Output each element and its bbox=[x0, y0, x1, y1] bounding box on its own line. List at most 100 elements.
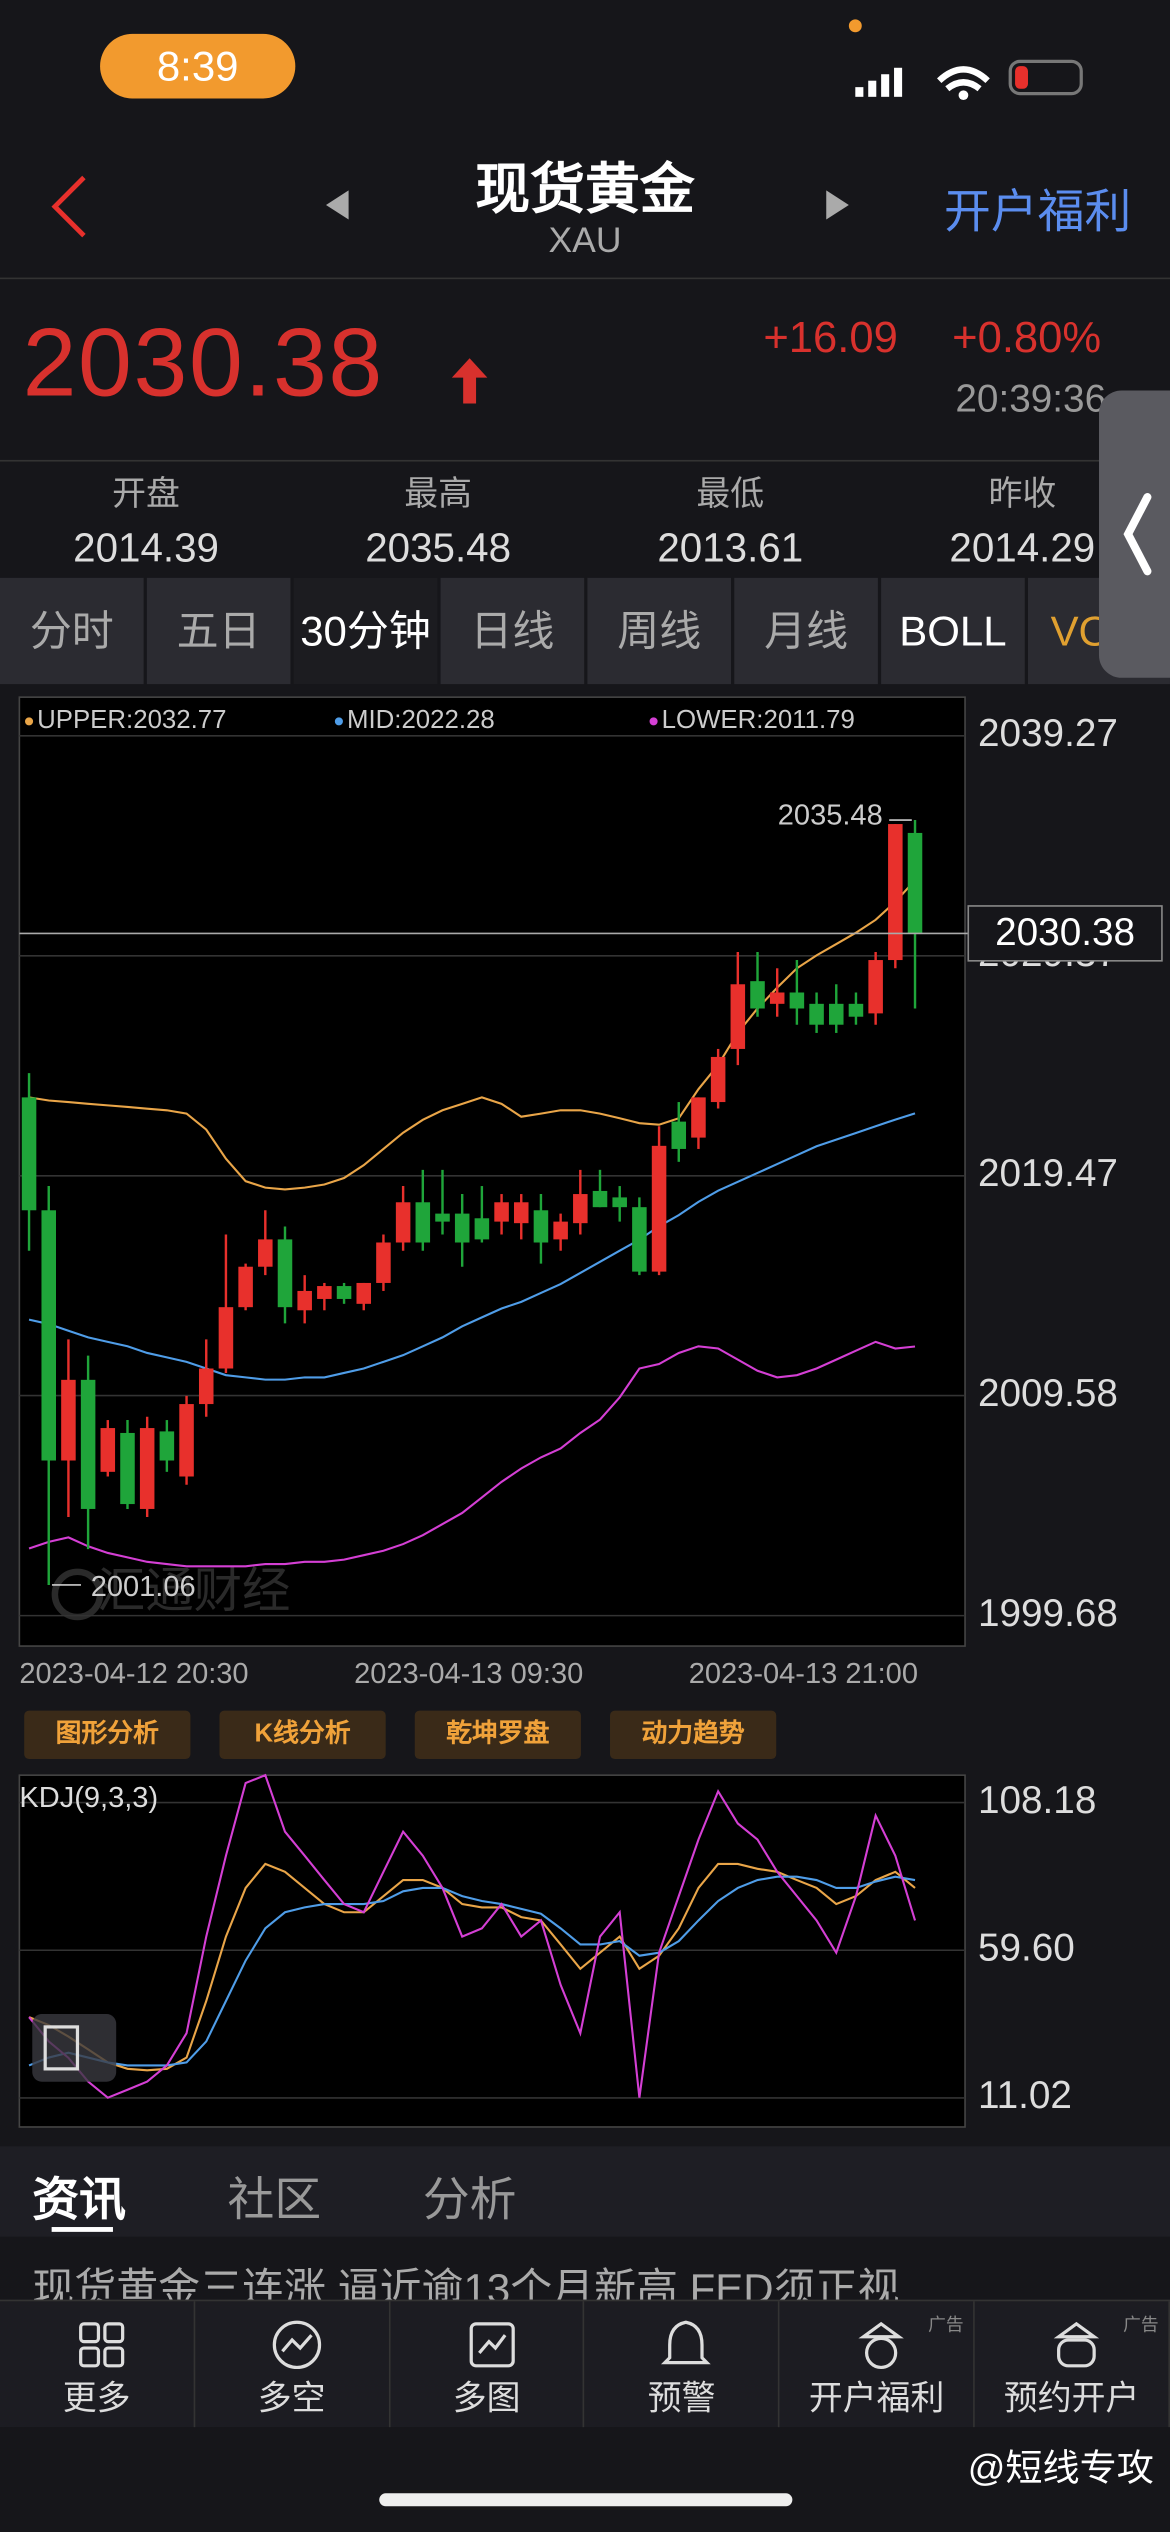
tool-button[interactable]: 动力趋势 bbox=[610, 1710, 777, 1760]
period-tab[interactable]: 日线 bbox=[440, 577, 585, 685]
stat-label: 昨收 bbox=[988, 476, 1057, 514]
stat: 最低 2013.61 bbox=[584, 468, 876, 573]
candle-body bbox=[80, 1379, 96, 1509]
candle-body bbox=[317, 1286, 332, 1299]
candle-body bbox=[21, 1097, 37, 1211]
legend-dot bbox=[25, 717, 34, 726]
nav-item[interactable]: 多空 bbox=[195, 2301, 390, 2428]
candle-body bbox=[61, 1379, 76, 1461]
candle-body bbox=[376, 1242, 391, 1283]
stat-label: 最低 bbox=[696, 476, 765, 514]
tool-button[interactable]: K线分析 bbox=[219, 1710, 386, 1760]
candle-body bbox=[730, 984, 746, 1049]
header-action[interactable]: 开户福利 bbox=[944, 187, 1132, 239]
section-tab[interactable]: 资讯 bbox=[32, 2175, 126, 2228]
candle-body bbox=[395, 1202, 411, 1243]
battery-level bbox=[1015, 66, 1028, 89]
section-tabs: 资讯 社区 分析 bbox=[0, 2146, 1170, 2237]
candle-body bbox=[100, 1428, 116, 1472]
candle-body bbox=[435, 1213, 450, 1222]
y-tick-label: 1999.68 bbox=[978, 1592, 1118, 1635]
candle-body bbox=[750, 981, 765, 1009]
y-tick-label: 2009.58 bbox=[978, 1372, 1118, 1415]
boll-line bbox=[28, 879, 916, 1191]
nav-item[interactable]: 开户福利 广告 bbox=[780, 2301, 975, 2428]
min-label: 2001.06 bbox=[91, 1571, 196, 1603]
prev-button[interactable] bbox=[320, 187, 356, 223]
wifi bbox=[937, 66, 990, 92]
candle-body bbox=[789, 992, 805, 1009]
x-tick-label: 2023-04-13 21:00 bbox=[689, 1658, 918, 1690]
legend-label: MID:2022.28 bbox=[347, 706, 495, 734]
period-tab[interactable]: BOLL bbox=[881, 577, 1025, 685]
nav-item[interactable]: 预警 bbox=[585, 2301, 780, 2428]
legend-dot bbox=[334, 717, 343, 726]
nav-icon bbox=[79, 2322, 125, 2368]
y-tick-label: 11.02 bbox=[978, 2074, 1072, 2117]
nav-item[interactable]: 多图 bbox=[390, 2301, 585, 2428]
candle-body bbox=[769, 992, 785, 1004]
up-arrow bbox=[451, 358, 488, 404]
period-tab[interactable]: 周线 bbox=[587, 577, 732, 685]
title: 现货黄金 bbox=[475, 159, 695, 222]
candle-body bbox=[258, 1239, 273, 1267]
charts: 汇通财经2039.272029.372019.472009.581999.682… bbox=[18, 696, 1163, 2128]
change-percent: +0.80% bbox=[952, 313, 1102, 362]
candle-body bbox=[41, 1210, 56, 1461]
section-tab[interactable]: 社区 bbox=[227, 2175, 322, 2228]
switch-icon bbox=[32, 2014, 117, 2082]
candle-body bbox=[218, 1307, 234, 1369]
side-tab[interactable] bbox=[1098, 390, 1170, 678]
back-button[interactable] bbox=[45, 171, 93, 242]
last-price-label: 2030.38 bbox=[995, 911, 1135, 954]
candle-body bbox=[848, 1003, 864, 1017]
period-tab[interactable]: 五日 bbox=[146, 577, 291, 685]
candle-body bbox=[198, 1368, 214, 1405]
candle-body bbox=[651, 1145, 667, 1272]
tool-buttons: 图形分析 K线分析 乾坤罗盘 动力趋势 bbox=[24, 1710, 777, 1760]
side-chevron bbox=[1123, 493, 1152, 576]
bottom-nav: 更多 多空 多图 预警 开户福利 广告 预约开户 广告 bbox=[0, 2299, 1170, 2428]
candle-body bbox=[336, 1286, 352, 1299]
stat-label: 开盘 bbox=[112, 476, 180, 514]
candle-body bbox=[179, 1404, 194, 1477]
candle-body bbox=[573, 1194, 588, 1224]
nav-badge: 广告 bbox=[1123, 2315, 1159, 2336]
change: +16.09 bbox=[763, 313, 898, 362]
y-tick-label: 2039.27 bbox=[978, 712, 1118, 755]
candle-body bbox=[868, 960, 883, 1014]
period-tab[interactable]: 30分钟 bbox=[293, 577, 438, 685]
icon-frame bbox=[32, 2014, 117, 2082]
legend-label: LOWER:2011.79 bbox=[662, 706, 855, 734]
x-tick-label: 2023-04-12 20:30 bbox=[19, 1658, 248, 1690]
tool-button[interactable]: 乾坤罗盘 bbox=[414, 1710, 581, 1760]
tool-button[interactable]: 图形分析 bbox=[24, 1710, 191, 1760]
nav-label: 更多 bbox=[62, 2380, 131, 2418]
y-tick-label: 2019.47 bbox=[978, 1152, 1118, 1195]
stat-value: 2014.39 bbox=[73, 526, 219, 572]
nav-item[interactable]: 更多 bbox=[0, 2301, 195, 2428]
nav-badge: 广告 bbox=[928, 2315, 964, 2336]
candle-body bbox=[277, 1239, 293, 1308]
price: 2030.38 bbox=[22, 308, 384, 417]
home-indicator bbox=[379, 2493, 793, 2507]
nav-label: 开户福利 bbox=[808, 2380, 945, 2418]
nav-item[interactable]: 预约开户 广告 bbox=[975, 2301, 1170, 2428]
candle-body bbox=[632, 1207, 647, 1272]
stat: 昨收 2014.29 bbox=[876, 468, 1168, 573]
period-tab[interactable]: 分时 bbox=[0, 577, 144, 685]
next-button[interactable] bbox=[820, 187, 856, 223]
section-tab[interactable]: 分析 bbox=[422, 2175, 517, 2228]
wifi-dot bbox=[958, 90, 969, 101]
nav-icon bbox=[272, 2320, 321, 2370]
candle-body bbox=[533, 1210, 549, 1243]
stat: 最高 2035.48 bbox=[292, 468, 584, 573]
period-tab[interactable]: 月线 bbox=[734, 577, 878, 685]
indicator-line bbox=[28, 1773, 917, 2099]
candle-body bbox=[907, 832, 923, 934]
stat-value: 2035.48 bbox=[365, 526, 512, 572]
stat: 开盘 2014.39 bbox=[0, 468, 292, 573]
y-tick-label: 108.18 bbox=[978, 1779, 1096, 1822]
stat-label: 最高 bbox=[404, 476, 473, 514]
